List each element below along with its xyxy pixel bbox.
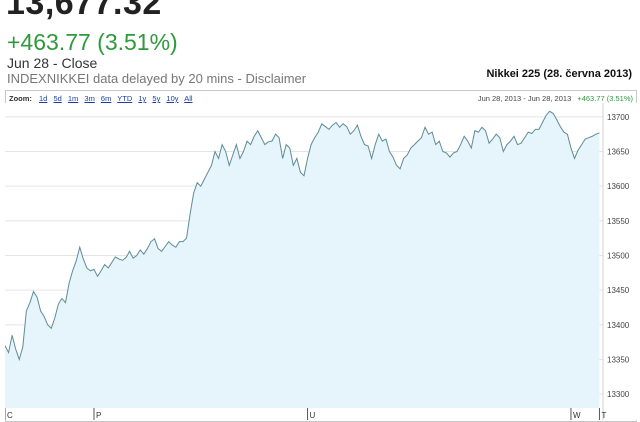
zoom-3m[interactable]: 3m <box>84 94 95 103</box>
date-range: Jun 28, 2013 - Jun 28, 2013 +463.77 (3.5… <box>478 94 633 103</box>
data-delay-note: INDEXNIKKEI data delayed by 20 mins - Di… <box>7 71 307 86</box>
date-range-text: Jun 28, 2013 - Jun 28, 2013 <box>477 94 572 103</box>
x-tick-label: C <box>7 411 13 420</box>
y-tick-label: 13500 <box>607 252 630 261</box>
zoom-10y[interactable]: 10y <box>166 94 179 103</box>
y-tick-label: 13400 <box>607 321 630 330</box>
y-tick-label: 13650 <box>607 148 630 157</box>
range-change: +463.77 (3.51%) <box>577 94 633 103</box>
y-tick-label: 13300 <box>607 390 630 399</box>
zoom-5y[interactable]: 5y <box>152 94 161 103</box>
y-tick-label: 13450 <box>607 286 630 295</box>
zoom-5d[interactable]: 5d <box>53 94 62 103</box>
x-tick-label: T <box>601 411 606 420</box>
price-change: +463.77 (3.51%) <box>7 29 178 55</box>
zoom-ytd[interactable]: YTD <box>117 94 133 103</box>
zoom-all[interactable]: All <box>184 94 193 103</box>
x-tick-label: W <box>573 411 581 420</box>
y-tick-label: 13550 <box>607 217 630 226</box>
zoom-1m[interactable]: 1m <box>67 94 79 103</box>
x-tick-label: P <box>96 411 101 420</box>
price-chart: 13700 13650 13600 13550 13500 13450 13400 13350… <box>5 103 637 420</box>
zoom-1y[interactable]: 1y <box>138 94 147 103</box>
zoom-label: Zoom: <box>9 94 32 103</box>
zoom-bar: Zoom: 1d 5d 1m 3m 6m YTD 1y 5y 10y All <box>9 94 197 103</box>
y-tick-label: 13600 <box>607 182 630 191</box>
y-tick-label: 13350 <box>607 355 630 364</box>
chart-title: Nikkei 225 (28. června 2013) <box>486 68 632 80</box>
last-price: 13,677.32 <box>6 0 162 22</box>
y-axis: 13700 13650 13600 13550 13500 13450 13400 13350… <box>607 113 630 399</box>
zoom-1d[interactable]: 1d <box>39 94 48 103</box>
zoom-6m[interactable]: 6m <box>100 94 112 103</box>
price-line <box>5 110 600 362</box>
y-tick-label: 13700 <box>607 113 630 122</box>
price-area <box>5 111 600 408</box>
x-tick-label: U <box>310 411 316 420</box>
close-date: Jun 28 - Close <box>7 55 98 71</box>
